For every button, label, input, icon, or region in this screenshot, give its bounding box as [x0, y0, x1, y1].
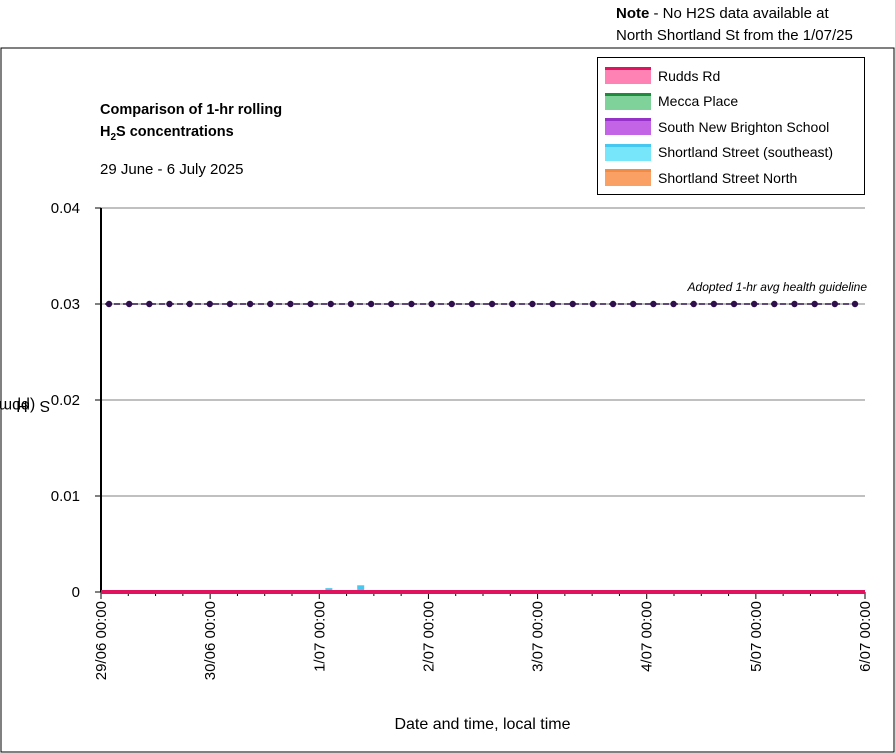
- legend-label: Shortland Street North: [658, 169, 798, 186]
- guideline-marker: [710, 300, 718, 308]
- title-sub: 2: [110, 131, 117, 143]
- guideline-marker: [186, 300, 193, 308]
- guideline-marker: [367, 300, 375, 308]
- legend-item: Shortland Street (southeast): [605, 140, 857, 166]
- legend-item: Mecca Place: [605, 89, 857, 115]
- legend-swatch-edge: [605, 143, 651, 147]
- legend-item: South New Brighton School: [605, 114, 857, 140]
- legend-label: Shortland Street (southeast): [658, 144, 834, 161]
- note-annotation: Note - No H2S data available at North Sh…: [616, 3, 895, 47]
- y-tick-label: 0.04: [51, 200, 80, 217]
- guideline-marker: [428, 300, 435, 308]
- y-tick-label: 0: [72, 584, 80, 601]
- x-tick-label: 2/07 00:00: [420, 601, 437, 672]
- guideline-marker: [105, 300, 113, 308]
- x-tick-label: 4/07 00:00: [639, 601, 656, 672]
- guideline-marker: [388, 300, 395, 308]
- guideline-marker: [307, 300, 314, 308]
- legend-swatch: [605, 92, 651, 110]
- guideline-marker: [246, 300, 254, 308]
- note-line2: North Shortland St from the 1/07/25: [616, 27, 853, 44]
- chart-title-line2: H2S concentrations: [100, 121, 282, 149]
- x-tick-label: 5/07 00:00: [748, 601, 765, 672]
- guideline-marker: [347, 300, 355, 308]
- x-tick-label: 30/06 00:00: [202, 601, 219, 680]
- legend-swatch-edge: [605, 118, 651, 122]
- axes: [95, 207, 866, 599]
- guideline-marker: [630, 300, 637, 308]
- guideline-marker: [750, 300, 758, 308]
- y-tick-label: 0.03: [51, 296, 80, 313]
- guideline-marker: [549, 300, 556, 308]
- guideline-marker: [488, 300, 496, 308]
- chart-border: [0, 47, 895, 753]
- guideline-marker: [670, 300, 677, 308]
- y-axis-label: H2S (ppm): [0, 345, 50, 465]
- legend-swatch-edge: [605, 92, 651, 96]
- legend-swatch-edge: [605, 67, 651, 71]
- guideline-marker: [650, 300, 657, 308]
- guideline-marker: [468, 300, 476, 308]
- guideline-marker: [771, 300, 778, 308]
- guideline-marker: [448, 300, 455, 308]
- ylabel-suffix: S (ppm): [0, 397, 51, 414]
- legend-swatch-edge: [605, 169, 651, 173]
- guideline-marker: [287, 300, 294, 308]
- title-h: H: [100, 124, 111, 140]
- legend: Rudds Rd Mecca Place South New Brighton Sc…: [597, 57, 865, 195]
- guideline-marker: [125, 300, 133, 308]
- guideline-marker: [408, 300, 415, 308]
- legend-label: Mecca Place: [658, 93, 739, 110]
- guideline-marker: [267, 300, 274, 308]
- guideline-marker: [609, 300, 617, 308]
- x-tick-label: 3/07 00:00: [530, 601, 547, 672]
- note-bold: Note: [616, 5, 650, 22]
- legend-swatch: [605, 118, 651, 136]
- chart-title-line1: Comparison of 1-hr rolling: [100, 102, 283, 118]
- guideline-marker: [791, 300, 798, 308]
- tick-labels: 0 0.01 0.02 0.03 0.04 29/06 00:00 30/06 00:00 1…: [51, 200, 874, 680]
- legend-swatch: [605, 169, 651, 187]
- guideline-label: Adopted 1-hr avg health guideline: [687, 280, 867, 294]
- guideline-series: [105, 300, 859, 308]
- guideline-marker: [811, 300, 818, 308]
- guideline-marker: [166, 300, 173, 308]
- guideline-marker: [327, 300, 334, 308]
- guideline-marker: [146, 300, 153, 308]
- guideline-marker: [226, 300, 234, 308]
- guideline-marker: [569, 300, 576, 308]
- x-tick-label: 29/06 00:00: [93, 601, 110, 680]
- chart-subtitle: 29 June - 6 July 2025: [100, 160, 244, 178]
- chart-title-block: Comparison of 1-hr rolling H2S concentra…: [100, 99, 282, 181]
- legend-swatch: [605, 143, 651, 161]
- gridlines: [101, 207, 865, 497]
- guideline-marker: [831, 300, 839, 308]
- guideline-marker: [529, 300, 536, 308]
- guideline-marker: [730, 300, 738, 308]
- legend-item: Rudds Rd: [605, 63, 857, 89]
- x-axis-label: Date and time, local time: [394, 716, 571, 733]
- guideline-marker: [690, 300, 697, 308]
- legend-item: Shortland Street North: [605, 165, 857, 191]
- series-peak: [357, 585, 365, 592]
- title-suffix: S concentrations: [116, 124, 234, 140]
- y-tick-label: 0.02: [51, 392, 80, 409]
- guideline-marker: [851, 300, 859, 308]
- guideline-marker: [206, 300, 214, 308]
- legend-label: South New Brighton School: [658, 118, 830, 135]
- note-line1: - No H2S data available at: [649, 5, 829, 22]
- legend-label: Rudds Rd: [658, 67, 721, 84]
- guideline-marker: [589, 300, 597, 308]
- y-tick-label: 0.01: [51, 488, 80, 505]
- x-tick-label: 1/07 00:00: [311, 601, 328, 672]
- legend-swatch: [605, 67, 651, 85]
- x-tick-label: 6/07 00:00: [857, 601, 874, 672]
- data-series: [101, 585, 865, 594]
- guideline-marker: [509, 300, 516, 308]
